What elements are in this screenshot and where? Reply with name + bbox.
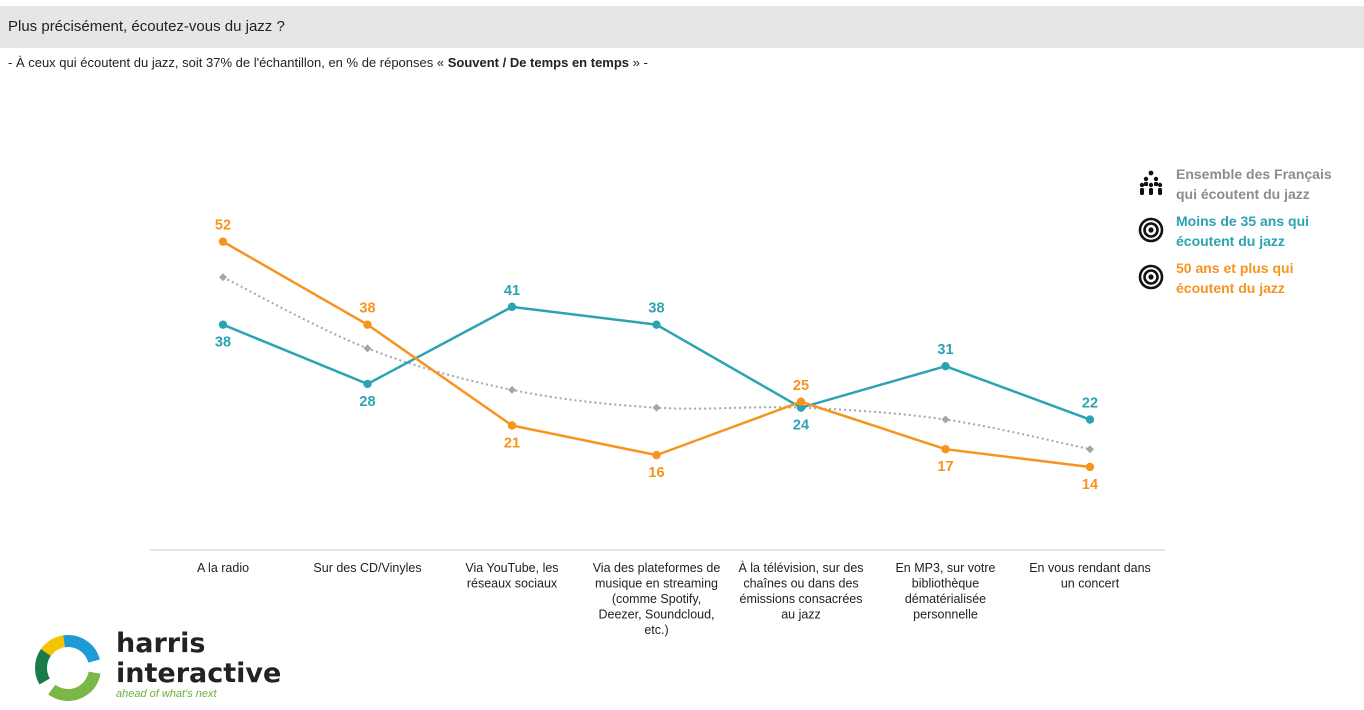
title-bar: Plus précisément, écoutez-vous du jazz ? bbox=[0, 6, 1364, 48]
logo-word-interactive: interactive bbox=[116, 658, 282, 689]
subtitle-bold: Souvent / De temps en temps bbox=[447, 55, 630, 70]
legend-label-ensemble: Ensemble des Français qui écoutent du ja… bbox=[1176, 166, 1332, 202]
data-label: 41 bbox=[504, 283, 520, 299]
legend-label-moins-35: Moins de 35 ans qui écoutent du jazz bbox=[1176, 213, 1310, 249]
legend-label-50-plus: 50 ans et plus qui écoutent du jazz bbox=[1176, 260, 1294, 296]
legend-item-moins-35: Moins de 35 ans qui écoutent du jazz bbox=[1138, 211, 1358, 257]
series-point-50-plus bbox=[941, 444, 950, 454]
x-tick-label: En vous rendant dans un concert bbox=[1029, 561, 1151, 591]
legend-item-ensemble: Ensemble des Français qui écoutent du ja… bbox=[1138, 164, 1358, 210]
data-label: 24 bbox=[793, 418, 809, 434]
series-point-moins-35 bbox=[363, 379, 372, 389]
target-icon bbox=[1138, 264, 1164, 290]
data-label: 16 bbox=[648, 465, 664, 481]
data-label: 17 bbox=[937, 459, 953, 475]
subtitle-pre: - À ceux qui écoutent du jazz, soit 37% … bbox=[8, 55, 448, 70]
data-label: 28 bbox=[359, 394, 375, 410]
x-tick-label: À la télévision, sur des chaînes ou dans … bbox=[738, 560, 863, 622]
series-point-moins-35 bbox=[941, 361, 950, 371]
data-label: 14 bbox=[1082, 477, 1098, 493]
subtitle-post: » - bbox=[629, 55, 648, 70]
series-point-moins-35 bbox=[796, 403, 806, 412]
data-label: 31 bbox=[937, 342, 953, 358]
chart-subtitle: - À ceux qui écoutent du jazz, soit 37% … bbox=[8, 55, 648, 70]
series-point-ensemble bbox=[363, 344, 372, 353]
series-point-moins-35 bbox=[652, 320, 661, 329]
series-point-50-plus bbox=[363, 320, 372, 329]
data-label: 38 bbox=[359, 301, 375, 317]
series-point-50-plus bbox=[218, 237, 228, 246]
x-tick-label: Via YouTube, les réseaux sociaux bbox=[465, 561, 558, 591]
logo-tagline: ahead of what's next bbox=[116, 688, 217, 700]
series-point-50-plus bbox=[1085, 462, 1095, 472]
legend-item-50-plus: 50 ans et plus qui écoutent du jazz bbox=[1138, 258, 1358, 304]
series-point-ensemble bbox=[1086, 445, 1094, 454]
series-point-ensemble bbox=[652, 403, 661, 412]
data-label: 22 bbox=[1082, 396, 1098, 412]
data-label: 52 bbox=[215, 218, 231, 234]
data-label: 25 bbox=[793, 378, 809, 394]
x-tick-label: Via des plateformes de musique en streami… bbox=[593, 561, 721, 637]
series-point-moins-35 bbox=[507, 302, 517, 312]
x-tick-label: Sur des CD/Vinyles bbox=[313, 561, 421, 575]
people-group-icon bbox=[1139, 170, 1163, 195]
series-point-50-plus bbox=[507, 421, 517, 430]
logo-word-harris: harris bbox=[116, 628, 206, 659]
chart-title: Plus précisément, écoutez-vous du jazz ? bbox=[8, 18, 285, 35]
series-point-moins-35 bbox=[218, 320, 228, 329]
series-point-50-plus bbox=[652, 450, 661, 460]
x-tick-label: A la radio bbox=[197, 561, 249, 575]
legend: Ensemble des Français qui écoutent du ja… bbox=[1138, 164, 1358, 305]
series-point-ensemble bbox=[508, 385, 516, 394]
data-label: 38 bbox=[648, 301, 664, 317]
x-tick-label: En MP3, sur votre bibliothèque dématériali… bbox=[895, 561, 995, 622]
series-line-50-plus bbox=[222, 240, 1091, 469]
series-point-ensemble bbox=[219, 273, 227, 282]
logo-ring-icon bbox=[35, 635, 101, 701]
target-icon bbox=[1138, 217, 1164, 243]
harris-interactive-logo: harris interactive ahead of what's next bbox=[30, 628, 290, 708]
data-label: 38 bbox=[215, 335, 231, 351]
series-point-50-plus bbox=[796, 397, 806, 406]
data-label: 21 bbox=[504, 435, 520, 451]
series-point-ensemble bbox=[941, 415, 950, 424]
series-point-moins-35 bbox=[1085, 415, 1095, 424]
